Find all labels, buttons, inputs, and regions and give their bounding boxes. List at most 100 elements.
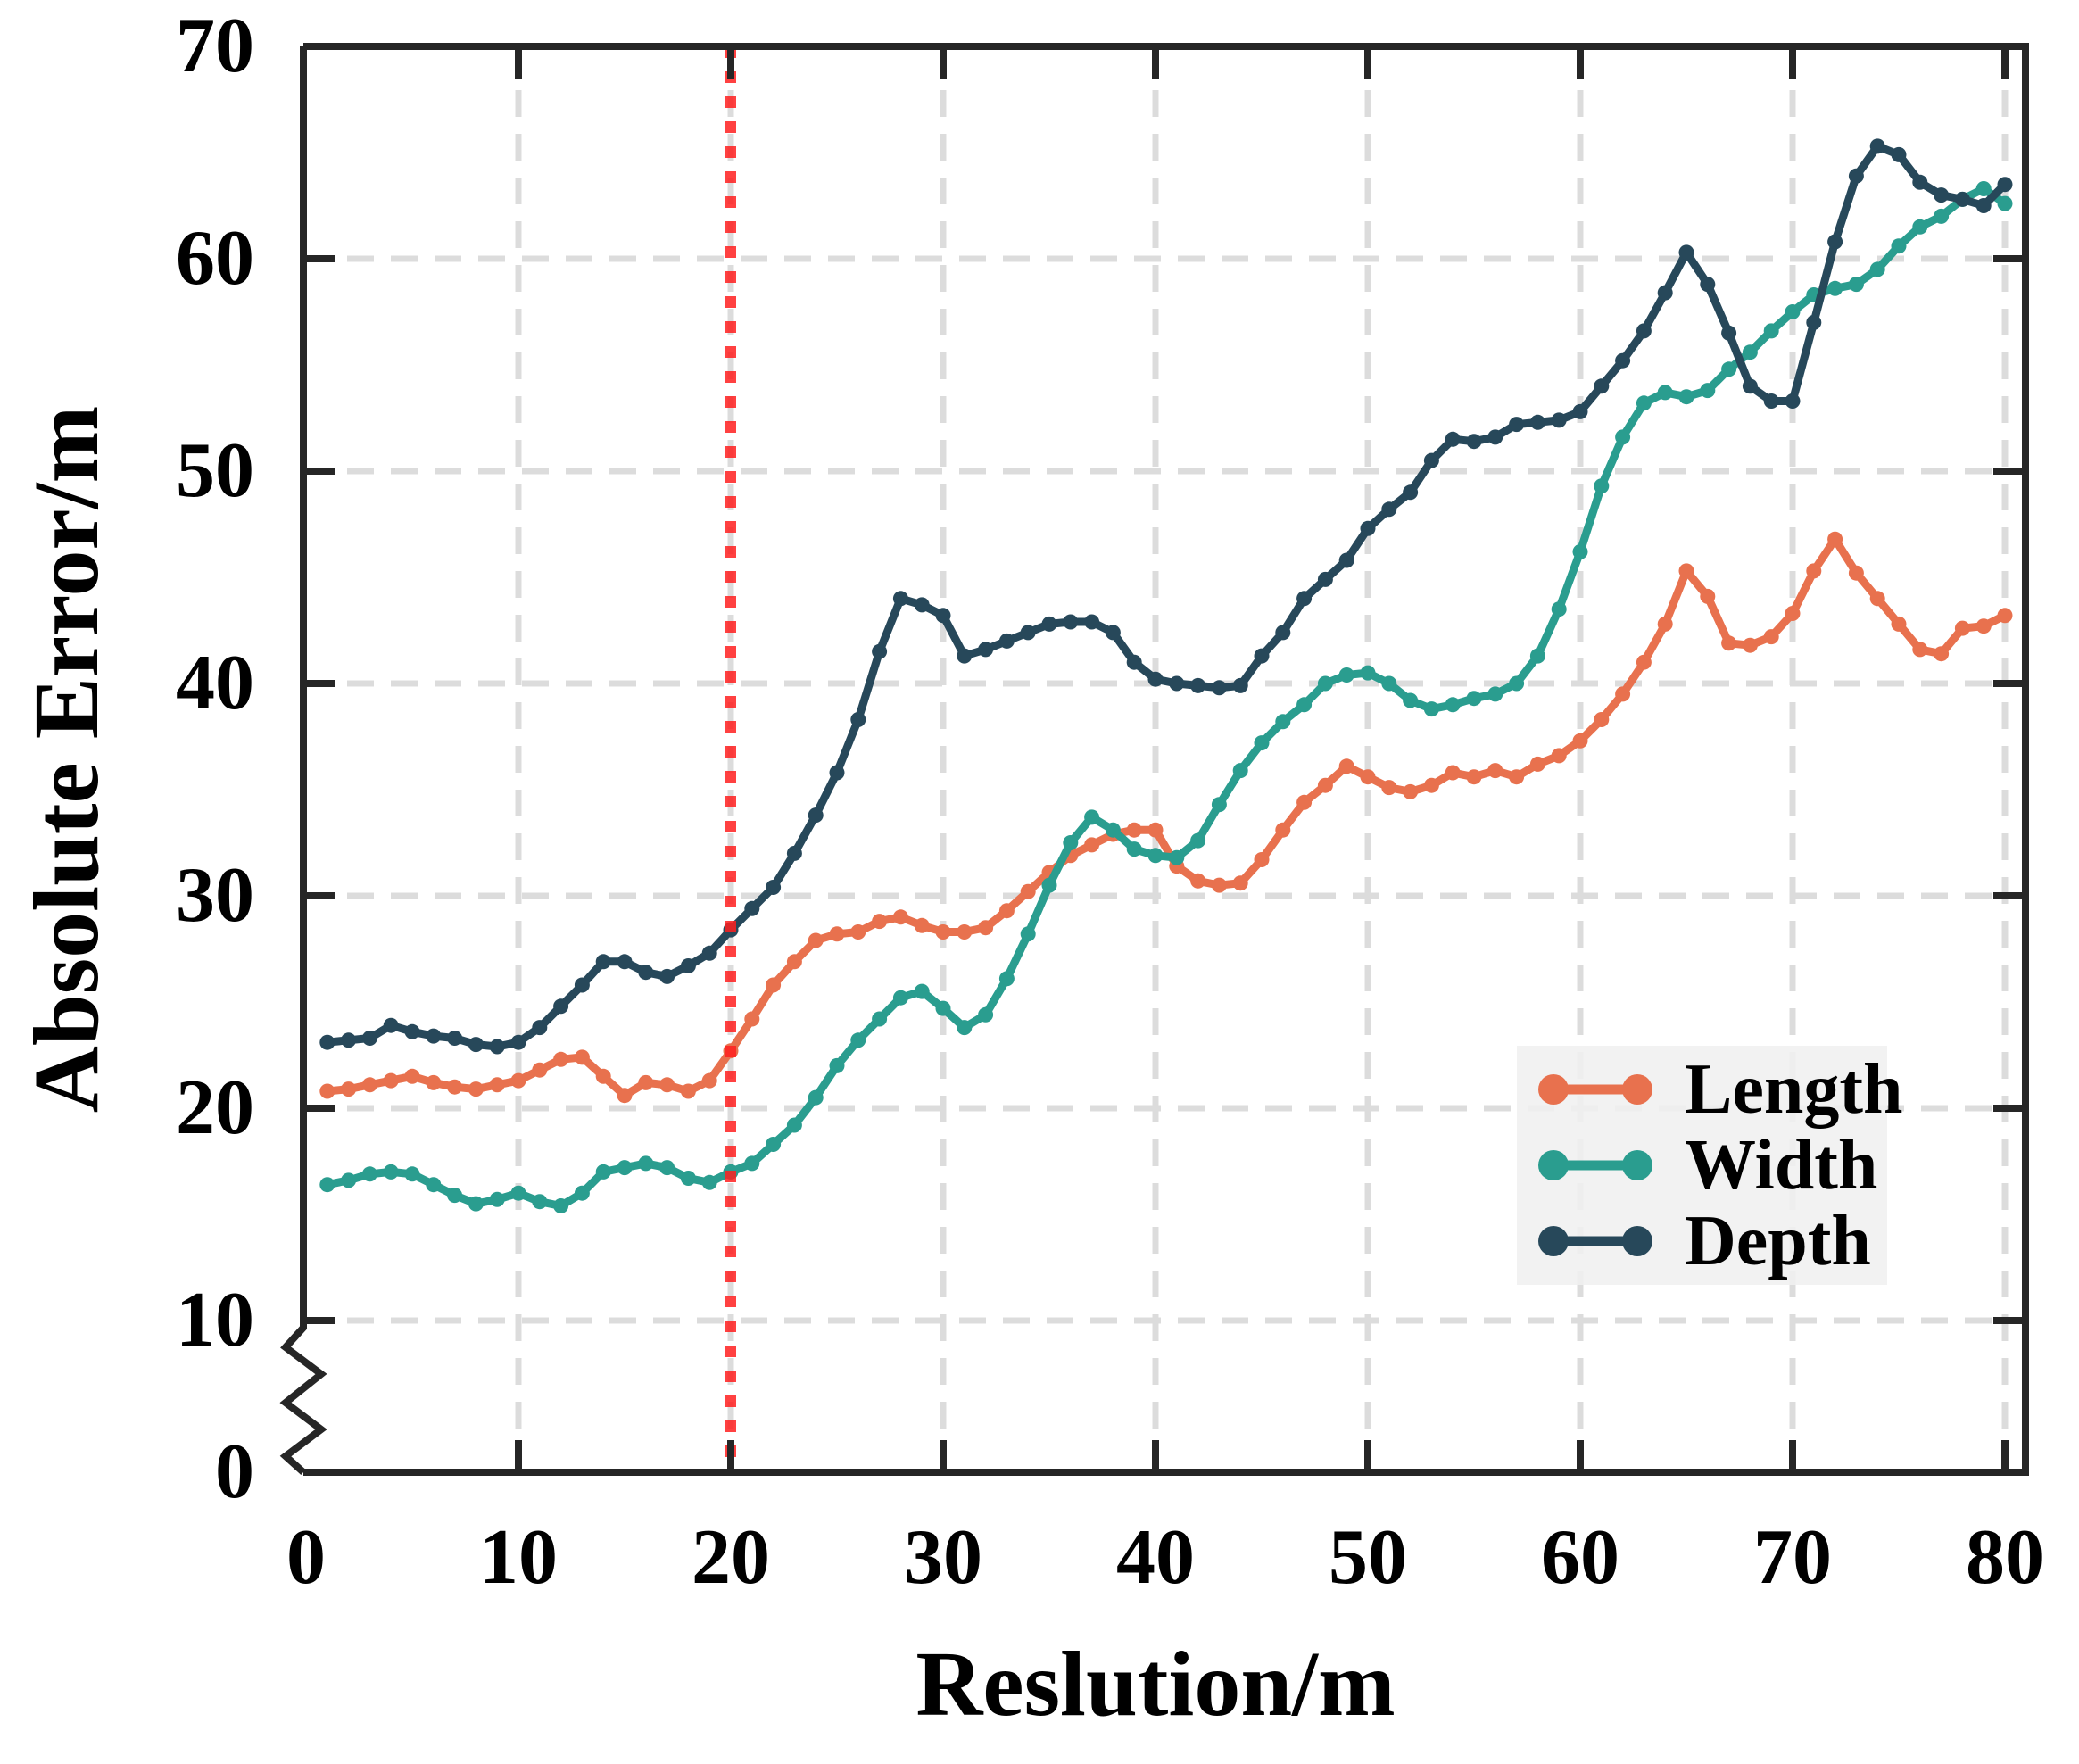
data-point-length bbox=[659, 1077, 675, 1093]
data-point-width bbox=[1403, 692, 1419, 708]
data-point-depth bbox=[574, 977, 590, 993]
data-point-length bbox=[553, 1051, 569, 1067]
depth-line-marker bbox=[1538, 1226, 1652, 1257]
data-point-depth bbox=[1423, 452, 1439, 468]
x-tick-label: 0 bbox=[286, 1514, 326, 1601]
data-point-length bbox=[1381, 780, 1397, 796]
data-point-length bbox=[1338, 758, 1354, 774]
data-point-length bbox=[1594, 712, 1610, 727]
data-point-length bbox=[766, 977, 782, 993]
data-point-width bbox=[1636, 395, 1652, 411]
legend-item-width: Width bbox=[1538, 1130, 1887, 1201]
data-point-width bbox=[1572, 543, 1588, 559]
y-tick-label: 50 bbox=[176, 427, 254, 514]
data-point-depth bbox=[1700, 277, 1716, 293]
data-point-length bbox=[510, 1072, 526, 1089]
data-point-width bbox=[1126, 841, 1142, 857]
y-tick-label: 20 bbox=[176, 1064, 254, 1151]
length-line-marker bbox=[1538, 1073, 1652, 1105]
data-point-width bbox=[553, 1198, 569, 1213]
y-tick-label: 0 bbox=[215, 1429, 254, 1515]
data-point-length bbox=[1232, 875, 1248, 891]
data-point-depth bbox=[935, 608, 951, 624]
data-point-depth bbox=[1063, 614, 1079, 630]
data-point-width bbox=[1934, 208, 1950, 224]
data-point-length bbox=[1700, 588, 1716, 604]
data-point-depth bbox=[1509, 417, 1525, 433]
data-point-length bbox=[489, 1077, 505, 1093]
data-point-width bbox=[532, 1194, 548, 1210]
data-point-length bbox=[1423, 777, 1439, 793]
data-point-width bbox=[1997, 195, 2013, 211]
data-point-length bbox=[701, 1072, 717, 1089]
y-tick-label: 60 bbox=[176, 215, 254, 302]
data-point-width bbox=[341, 1172, 357, 1188]
data-point-depth bbox=[510, 1034, 526, 1050]
data-point-length bbox=[319, 1083, 335, 1099]
data-point-depth bbox=[914, 597, 930, 613]
x-tick-label: 40 bbox=[1116, 1514, 1195, 1601]
data-point-length bbox=[1785, 606, 1801, 621]
data-point-width bbox=[510, 1185, 526, 1201]
x-tick-label: 80 bbox=[1966, 1514, 2044, 1601]
data-point-depth bbox=[744, 900, 760, 916]
data-point-width bbox=[1509, 675, 1525, 692]
data-point-length bbox=[1509, 769, 1525, 785]
data-point-width bbox=[1529, 648, 1545, 664]
data-point-length bbox=[1657, 616, 1673, 632]
data-point-depth bbox=[1381, 501, 1397, 518]
data-point-length bbox=[680, 1083, 696, 1099]
data-point-width bbox=[574, 1185, 590, 1201]
data-point-width bbox=[447, 1188, 463, 1204]
data-point-width bbox=[1466, 691, 1482, 707]
data-point-width bbox=[426, 1177, 442, 1193]
data-point-length bbox=[1975, 618, 1992, 634]
data-point-width bbox=[978, 1006, 994, 1023]
data-point-depth bbox=[638, 965, 654, 981]
data-point-depth bbox=[1254, 648, 1270, 664]
data-point-length bbox=[1848, 565, 1864, 581]
data-point-length bbox=[1997, 608, 2013, 624]
data-point-width bbox=[617, 1160, 633, 1176]
data-point-width bbox=[361, 1166, 377, 1182]
y-tick-label: 70 bbox=[176, 3, 254, 89]
x-tick-label: 70 bbox=[1753, 1514, 1832, 1601]
data-point-length bbox=[1126, 822, 1142, 838]
data-point-width bbox=[1020, 926, 1036, 942]
data-point-length bbox=[1636, 654, 1652, 670]
data-point-length bbox=[1615, 686, 1631, 702]
data-point-width bbox=[404, 1166, 420, 1182]
data-point-width bbox=[914, 983, 930, 999]
data-point-width bbox=[1105, 822, 1121, 838]
data-point-depth bbox=[532, 1020, 548, 1036]
data-point-length bbox=[447, 1079, 463, 1095]
data-point-width bbox=[766, 1137, 782, 1152]
data-point-depth bbox=[1041, 616, 1057, 632]
series-line-length bbox=[323, 534, 2009, 1100]
data-point-length bbox=[1211, 877, 1227, 893]
data-point-width bbox=[1615, 429, 1631, 445]
data-point-width bbox=[1275, 714, 1291, 730]
data-point-depth bbox=[1934, 187, 1950, 203]
data-point-length bbox=[978, 920, 994, 936]
legend-item-length: Length bbox=[1538, 1054, 1903, 1125]
width-line-marker bbox=[1538, 1149, 1652, 1180]
data-point-depth bbox=[595, 954, 611, 970]
data-point-length bbox=[1084, 837, 1100, 853]
data-point-depth bbox=[426, 1028, 442, 1044]
data-point-length bbox=[1954, 620, 1970, 636]
data-point-length bbox=[1572, 733, 1588, 749]
plot-spines bbox=[303, 43, 2029, 1476]
data-point-width bbox=[935, 1000, 951, 1016]
data-point-width bbox=[383, 1164, 399, 1180]
data-point-width bbox=[1317, 675, 1333, 692]
data-point-length bbox=[1296, 794, 1313, 810]
data-point-depth bbox=[1445, 431, 1461, 447]
data-point-depth bbox=[1806, 314, 1822, 330]
data-point-depth bbox=[1403, 484, 1419, 501]
data-point-length bbox=[872, 914, 888, 930]
data-point-depth bbox=[1147, 671, 1164, 687]
data-point-length bbox=[361, 1077, 377, 1093]
data-point-width bbox=[1169, 849, 1185, 865]
